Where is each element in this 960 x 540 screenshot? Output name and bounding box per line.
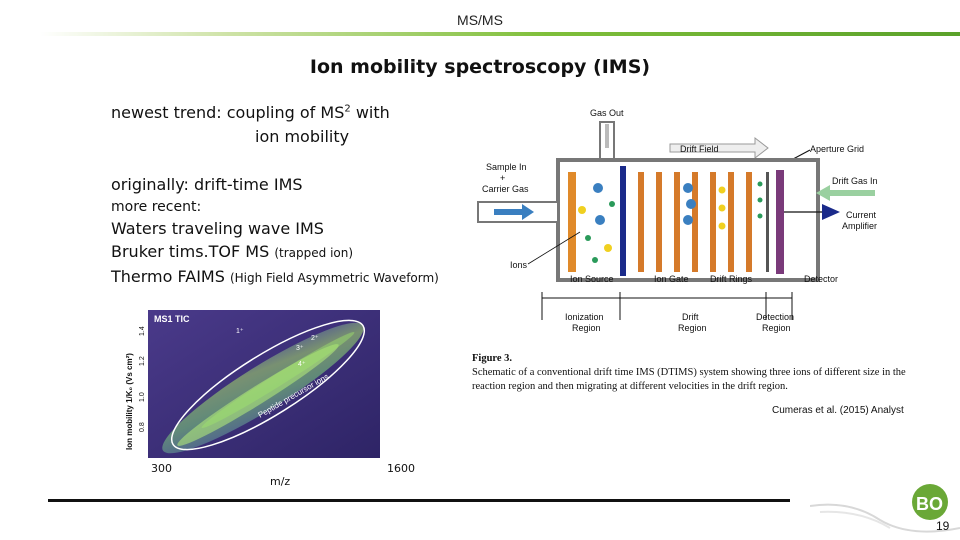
logo-text: BO [916, 494, 943, 514]
item-thermo: Thermo FAIMS (High Field Asymmetric Wave… [111, 267, 439, 286]
ion-source-label: Ion Source [570, 274, 614, 284]
heatmap-x-label: m/z [270, 475, 291, 488]
charge2-band [177, 344, 339, 446]
heatmap-x-min: 300 [151, 462, 172, 475]
detection-label: Detection [756, 312, 794, 322]
heatmap-x-max: 1600 [387, 462, 415, 475]
ion-gate [620, 166, 626, 276]
page-number: 19 [936, 519, 950, 533]
slide-header: MS/MS [457, 12, 503, 28]
sample-in-label: Sample In [486, 162, 527, 172]
ytick-1.4: 1.4 [139, 326, 146, 336]
ions-label: Ions [510, 260, 528, 270]
header-rule [40, 32, 960, 36]
drift-gas-in-label: Drift Gas In [832, 176, 878, 186]
figure-caption: Figure 3. Schematic of a conventional dr… [472, 352, 912, 394]
ions-pointer [527, 231, 581, 265]
figure-caption-label: Figure 3. [472, 353, 513, 364]
charge3-band [201, 332, 355, 428]
slide-title: Ion mobility spectroscopy (IMS) [309, 56, 651, 78]
drift-rings-label: Drift Rings [710, 274, 753, 284]
trend-line-1: newest trend: coupling of MS2 with [111, 103, 390, 122]
ionization-label: Ionization [565, 312, 604, 322]
ion-gate-label: Ion Gate [654, 274, 689, 284]
current-label: Current [846, 210, 877, 220]
item-waters: Waters traveling wave IMS [111, 219, 324, 238]
ytick-1.2: 1.2 [139, 356, 146, 366]
drift-rings [638, 172, 752, 272]
heatmap-panel-label: MS1 TIC [154, 314, 190, 324]
ytick-0.8: 0.8 [139, 422, 146, 432]
item-thermo-name: Thermo FAIMS [111, 267, 225, 286]
aperture-grid [766, 172, 769, 272]
drift-gas-arrowhead [816, 185, 830, 201]
charge-label-3: 3⁺ [296, 345, 304, 352]
precursor-ellipse [170, 319, 366, 451]
trend-line-2: ion mobility [255, 127, 350, 146]
ionization-region-label: Region [572, 323, 601, 333]
trend-superscript: 2 [344, 103, 351, 115]
logo-swoosh-2 [819, 510, 891, 529]
detector-label: Detector [804, 274, 838, 284]
logo-swoosh [810, 503, 960, 533]
charge-label-4: 4⁺ [298, 361, 306, 368]
item-bruker-name: Bruker tims.TOF MS [111, 242, 270, 261]
drift-region-ions [683, 181, 763, 230]
charge-label-1: 1⁺ [236, 328, 244, 335]
footer-rule [48, 499, 790, 502]
item-thermo-note: (High Field Asymmetric Waveform) [229, 271, 439, 285]
trend-text-post: with [350, 103, 390, 122]
originally-text: originally: drift-time IMS [111, 175, 303, 194]
aperture-grid-label: Aperture Grid [810, 144, 864, 154]
item-bruker: Bruker tims.TOF MS (trapped ion) [111, 242, 353, 261]
ytick-1.0: 1.0 [139, 392, 146, 402]
logo-circle [912, 484, 948, 520]
plus-label: + [500, 173, 505, 183]
drift-region-label: Region [678, 323, 707, 333]
detector-plate [776, 170, 784, 274]
item-bruker-note: (trapped ion) [274, 246, 354, 260]
sample-in-arrowhead [522, 204, 534, 220]
figure-caption-text: Schematic of a conventional drift time I… [472, 367, 906, 392]
drift-field-arrow [669, 136, 769, 160]
citation: Cumeras et al. (2015) Analyst [772, 405, 904, 416]
detection-region-label: Region [762, 323, 791, 333]
logo: BO [810, 484, 960, 533]
amplifier-label: Amplifier [842, 221, 877, 231]
amplifier-icon [822, 204, 840, 220]
more-recent-text: more recent: [111, 199, 202, 215]
region-brackets [541, 292, 793, 320]
drift-region-name: Drift [682, 312, 699, 322]
ion-mobility-heatmap: MS1 TIC 1⁺ 2⁺ 3⁺ 4⁺ Peptide precursor io… [125, 310, 380, 458]
carrier-gas-label: Carrier Gas [482, 184, 529, 194]
ion-source-plate [568, 172, 576, 272]
reaction-region-ions [578, 183, 615, 263]
gas-out-label: Gas Out [590, 108, 624, 118]
drift-field-label: Drift Field [680, 144, 719, 154]
trend-text-pre: newest trend: coupling of MS [111, 103, 345, 122]
heatmap-ylabel: Ion mobility 1/K₀ (Vs cm²) [125, 353, 134, 450]
dtims-schematic: Gas Out Drift Field Aperture Grid Sample… [477, 108, 878, 333]
charge-label-2: 2⁺ [311, 335, 319, 342]
